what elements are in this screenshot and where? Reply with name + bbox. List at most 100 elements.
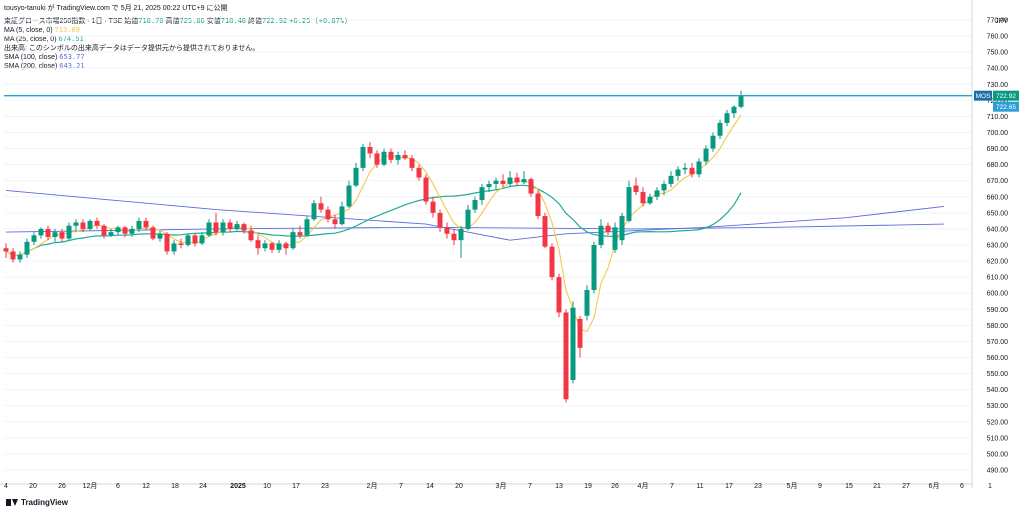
x-tick-label: 21: [873, 483, 881, 490]
x-tick-label: 4月: [638, 482, 649, 490]
x-tick-label: 20: [455, 483, 463, 490]
x-tick-label: 5月: [787, 482, 798, 490]
candle-body: [59, 232, 65, 239]
candle-body: [514, 177, 520, 183]
ma-lines: [5, 114, 742, 333]
candle-body: [367, 146, 373, 154]
indicator-sma100[interactable]: SMA (100, close) 653.77: [4, 53, 85, 61]
y-tick-label: 620.00: [987, 259, 1009, 266]
candle-body: [360, 146, 366, 168]
candle-body: [689, 167, 695, 175]
candle-body: [717, 122, 723, 136]
y-tick-label: 560.00: [987, 355, 1009, 362]
candle-body: [38, 228, 44, 236]
candle-body: [220, 222, 226, 233]
candle-body: [73, 222, 79, 226]
candle-body: [3, 248, 9, 252]
candle-body: [591, 245, 597, 290]
y-tick-label: 650.00: [987, 210, 1009, 217]
x-tick-label: 26: [58, 483, 66, 490]
candle-body: [724, 113, 730, 123]
y-tick-label: 530.00: [987, 403, 1009, 410]
candle-body: [192, 235, 198, 244]
candle-body: [94, 220, 100, 226]
x-tick-label: 7: [528, 483, 532, 490]
candle-body: [528, 179, 534, 194]
candle-body: [619, 216, 625, 241]
x-tick-label: 12月: [83, 482, 98, 490]
y-tick-label: 540.00: [987, 387, 1009, 394]
candle-body: [486, 183, 492, 188]
y-tick-label: 660.00: [987, 194, 1009, 201]
tradingview-brand[interactable]: TradingView: [6, 498, 68, 507]
x-tick-label: 26: [611, 483, 619, 490]
candle-body: [563, 312, 569, 400]
tradingview-logo-icon: [6, 499, 18, 506]
y-tick-label: 510.00: [987, 435, 1009, 442]
indicator-sma200[interactable]: SMA (200, close) 643.21: [4, 62, 85, 70]
candle-body: [206, 222, 212, 236]
currency-label: JPY: [995, 18, 1008, 25]
candle-body: [472, 200, 478, 210]
x-tick-label: 7: [670, 483, 674, 490]
candle-body: [409, 158, 415, 168]
candle-body: [535, 193, 541, 217]
candle-body: [675, 169, 681, 176]
x-tick-label: 2025: [230, 483, 246, 490]
candle-body: [507, 177, 513, 184]
x-tick-label: 6月: [929, 482, 940, 490]
indicator-volume[interactable]: 出来高: このシンボルの出来高データはデータ提供元から提供されておりません。: [4, 45, 260, 52]
candle-body: [311, 203, 317, 220]
hline-tag: [974, 90, 992, 101]
x-tick-label: 6: [960, 483, 964, 490]
y-tick-label: 490.00: [987, 467, 1009, 474]
candle-body: [31, 235, 37, 242]
candle-body: [101, 225, 107, 236]
candle-body: [584, 289, 590, 316]
candle-body: [556, 277, 562, 313]
candle-body: [213, 222, 219, 233]
x-tick-label: 17: [292, 483, 300, 490]
y-tick-label: 720.00: [987, 98, 1009, 105]
candle-body: [164, 233, 170, 252]
candle-body: [668, 175, 674, 184]
candle-body: [402, 155, 408, 159]
indicator-ma5[interactable]: MA (5, close, 0) 713.69: [4, 26, 80, 34]
y-tick-label: 500.00: [987, 451, 1009, 458]
x-tick-label: 10: [263, 483, 271, 490]
hline-label: MOS: [976, 93, 991, 100]
candle-body: [318, 203, 324, 210]
y-tick-label: 700.00: [987, 130, 1009, 137]
candle-body: [339, 206, 345, 225]
candle-body: [45, 228, 51, 237]
candle-body: [731, 106, 737, 114]
x-tick-label: 23: [754, 483, 762, 490]
time-axis: 4 20 26 12月 6 12 18 24 2025 10 17 23 2月 7 14 20 3月 7 13 19 2…: [0, 482, 992, 490]
sma200-line: [5, 223, 945, 233]
y-tick-label: 670.00: [987, 178, 1009, 185]
x-tick-label: 17: [725, 483, 733, 490]
symbol-title: 東証グロース市場250指数 · 1日 · TSE: [4, 18, 123, 25]
candle-body: [444, 227, 450, 234]
candle-body: [381, 151, 387, 165]
candle-body: [633, 185, 639, 192]
x-tick-label: 7: [399, 483, 403, 490]
candle-body: [388, 151, 394, 160]
x-tick-label: 23: [321, 483, 329, 490]
indicator-ma25[interactable]: MA (25, close, 0) 674.51: [4, 35, 84, 43]
candle-body: [283, 243, 289, 249]
second-price-label: 722.65: [996, 104, 1016, 111]
candle-body: [521, 179, 527, 183]
ohlc-open: 始値718.70: [124, 17, 164, 25]
candle-body: [696, 161, 702, 175]
sma-lines: [5, 189, 945, 241]
y-tick-label: 730.00: [987, 82, 1009, 89]
candle-body: [416, 167, 422, 178]
x-tick-label: 15: [845, 483, 853, 490]
candle-body: [304, 219, 310, 236]
candle-body: [738, 95, 744, 107]
x-tick-label: 6: [116, 483, 120, 490]
candle-body: [276, 243, 282, 250]
candle-body: [346, 185, 352, 207]
